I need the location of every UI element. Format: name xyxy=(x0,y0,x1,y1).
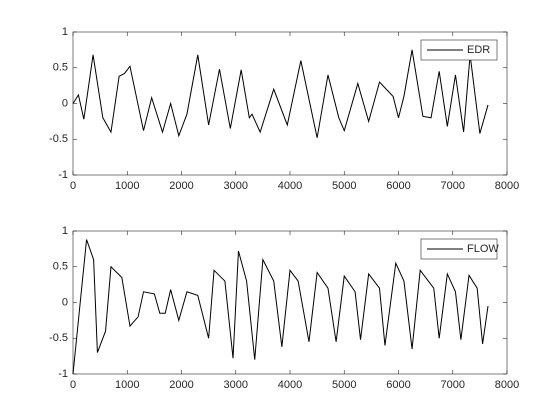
y-tick-label: -0.5 xyxy=(49,332,68,344)
x-tick-label: 7000 xyxy=(441,180,465,192)
y-tick-label: 0.5 xyxy=(53,261,68,273)
data-line xyxy=(72,239,489,375)
x-tick-label: 4000 xyxy=(278,379,302,391)
x-tick-label: 0 xyxy=(70,379,76,391)
x-tick-label: 4000 xyxy=(278,180,302,192)
x-tick-label: 1000 xyxy=(115,379,139,391)
x-tick-label: 7000 xyxy=(441,379,465,391)
y-tick-label: 1 xyxy=(62,26,68,38)
legend-label: EDR xyxy=(467,44,490,56)
x-tick-label: 0 xyxy=(70,180,76,192)
x-tick-label: 2000 xyxy=(169,379,193,391)
x-tick-label: 2000 xyxy=(169,180,193,192)
y-tick-label: -1 xyxy=(58,368,68,380)
legend-label: FLOW xyxy=(467,243,499,255)
x-tick-label: 8000 xyxy=(495,180,519,192)
x-tick-label: 3000 xyxy=(224,379,248,391)
y-tick-label: 1 xyxy=(62,225,68,237)
data-line xyxy=(72,49,489,138)
x-tick-label: 8000 xyxy=(495,379,519,391)
x-tick-label: 6000 xyxy=(386,379,410,391)
x-tick-label: 5000 xyxy=(332,180,356,192)
x-tick-label: 1000 xyxy=(115,180,139,192)
y-tick-label: -1 xyxy=(58,169,68,181)
y-tick-label: 0 xyxy=(62,97,68,109)
y-tick-label: 0.5 xyxy=(53,62,68,74)
x-tick-label: 5000 xyxy=(332,379,356,391)
y-tick-label: -0.5 xyxy=(49,133,68,145)
x-tick-label: 6000 xyxy=(386,180,410,192)
x-tick-label: 3000 xyxy=(224,180,248,192)
y-tick-label: 0 xyxy=(62,296,68,308)
